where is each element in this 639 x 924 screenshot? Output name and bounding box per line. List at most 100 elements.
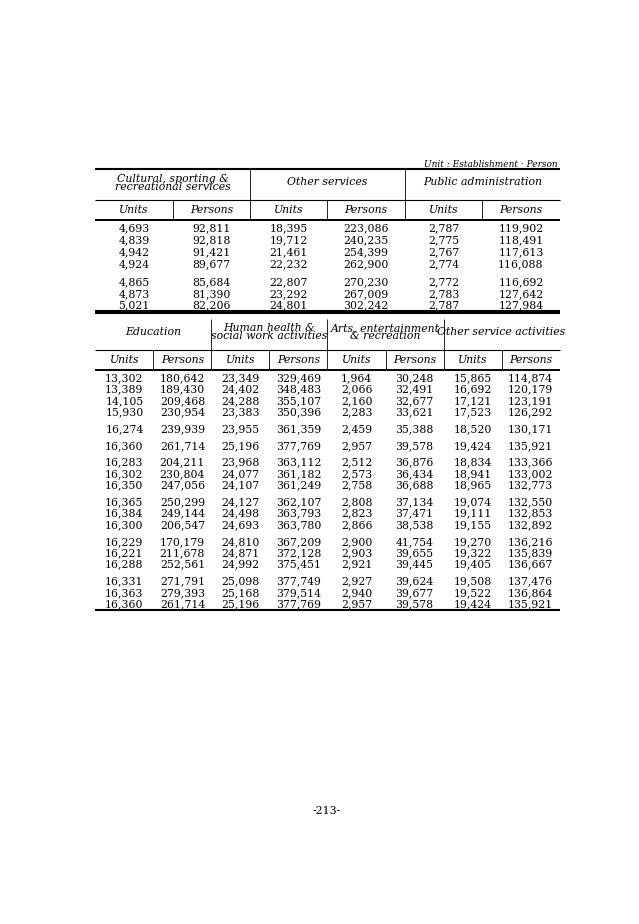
Text: Units: Units xyxy=(429,205,458,215)
Text: 85,684: 85,684 xyxy=(192,277,231,286)
Text: Persons: Persons xyxy=(393,355,436,365)
Text: 89,677: 89,677 xyxy=(192,260,231,270)
Text: 119,902: 119,902 xyxy=(498,224,544,234)
Text: 230,954: 230,954 xyxy=(160,407,205,418)
Text: 19,405: 19,405 xyxy=(454,560,491,569)
Text: 114,874: 114,874 xyxy=(508,373,553,383)
Text: 19,522: 19,522 xyxy=(454,588,491,598)
Text: 329,469: 329,469 xyxy=(276,373,321,383)
Text: 302,242: 302,242 xyxy=(344,300,389,310)
Text: 39,578: 39,578 xyxy=(396,441,434,451)
Text: 23,383: 23,383 xyxy=(221,407,259,418)
Text: 361,249: 361,249 xyxy=(276,480,321,491)
Text: 24,992: 24,992 xyxy=(221,560,259,569)
Text: Persons: Persons xyxy=(509,355,552,365)
Text: 136,864: 136,864 xyxy=(508,588,553,598)
Text: 379,514: 379,514 xyxy=(276,588,321,598)
Text: 16,363: 16,363 xyxy=(105,588,144,598)
Text: Unit : Establishment · Person: Unit : Establishment · Person xyxy=(424,160,558,169)
Text: 16,229: 16,229 xyxy=(105,537,144,547)
Text: 36,688: 36,688 xyxy=(396,480,434,491)
Text: 270,230: 270,230 xyxy=(344,277,389,286)
Text: 16,360: 16,360 xyxy=(105,599,144,609)
Text: 24,498: 24,498 xyxy=(221,508,259,518)
Text: Units: Units xyxy=(274,205,304,215)
Text: 189,430: 189,430 xyxy=(160,384,205,395)
Text: 22,807: 22,807 xyxy=(270,277,308,286)
Text: 16,692: 16,692 xyxy=(453,384,492,395)
Text: 15,865: 15,865 xyxy=(454,373,491,383)
Text: 16,365: 16,365 xyxy=(105,497,144,507)
Text: 361,359: 361,359 xyxy=(276,424,321,434)
Text: 209,468: 209,468 xyxy=(160,395,205,406)
Text: 362,107: 362,107 xyxy=(276,497,321,507)
Text: 2,787: 2,787 xyxy=(428,300,459,310)
Text: 206,547: 206,547 xyxy=(160,520,205,530)
Text: 24,871: 24,871 xyxy=(221,548,259,558)
Text: 361,182: 361,182 xyxy=(275,469,321,479)
Text: 2,783: 2,783 xyxy=(428,289,459,298)
Text: 25,098: 25,098 xyxy=(221,577,259,587)
Text: 132,892: 132,892 xyxy=(508,520,553,530)
Text: 2,940: 2,940 xyxy=(341,588,372,598)
Text: -213-: -213- xyxy=(313,806,341,816)
Text: 136,667: 136,667 xyxy=(508,560,553,569)
Text: 21,461: 21,461 xyxy=(270,248,308,258)
Text: 24,107: 24,107 xyxy=(221,480,259,491)
Text: Education: Education xyxy=(125,327,181,337)
Text: 132,853: 132,853 xyxy=(508,508,553,518)
Text: 19,322: 19,322 xyxy=(453,548,492,558)
Text: 250,299: 250,299 xyxy=(160,497,205,507)
Text: 377,749: 377,749 xyxy=(276,577,321,587)
Text: 261,714: 261,714 xyxy=(160,599,205,609)
Text: recreational services: recreational services xyxy=(115,182,231,192)
Text: 91,421: 91,421 xyxy=(192,248,231,258)
Text: 1,964: 1,964 xyxy=(341,373,372,383)
Text: 2,775: 2,775 xyxy=(428,236,459,246)
Text: 239,939: 239,939 xyxy=(160,424,205,434)
Text: Units: Units xyxy=(119,205,149,215)
Text: Persons: Persons xyxy=(344,205,388,215)
Text: 16,360: 16,360 xyxy=(105,441,144,451)
Text: 37,134: 37,134 xyxy=(396,497,434,507)
Text: 16,288: 16,288 xyxy=(105,560,144,569)
Text: 367,209: 367,209 xyxy=(276,537,321,547)
Text: 4,873: 4,873 xyxy=(118,289,150,298)
Text: 36,434: 36,434 xyxy=(396,469,434,479)
Text: 15,930: 15,930 xyxy=(105,407,144,418)
Text: 92,818: 92,818 xyxy=(192,236,231,246)
Text: 132,773: 132,773 xyxy=(508,480,553,491)
Text: 35,388: 35,388 xyxy=(396,424,434,434)
Text: 36,876: 36,876 xyxy=(396,457,434,468)
Text: 19,111: 19,111 xyxy=(453,508,492,518)
Text: 25,196: 25,196 xyxy=(221,441,259,451)
Text: 18,965: 18,965 xyxy=(454,480,491,491)
Text: social work activities: social work activities xyxy=(212,332,328,342)
Text: 137,476: 137,476 xyxy=(508,577,553,587)
Text: 355,107: 355,107 xyxy=(276,395,321,406)
Text: 2,573: 2,573 xyxy=(341,469,372,479)
Text: Other service activities: Other service activities xyxy=(438,327,566,337)
Text: 37,471: 37,471 xyxy=(396,508,434,518)
Text: 18,395: 18,395 xyxy=(270,224,308,234)
Text: 2,772: 2,772 xyxy=(428,277,459,286)
Text: 24,810: 24,810 xyxy=(221,537,259,547)
Text: 24,127: 24,127 xyxy=(221,497,259,507)
Text: 350,396: 350,396 xyxy=(276,407,321,418)
Text: 2,900: 2,900 xyxy=(341,537,372,547)
Text: 2,758: 2,758 xyxy=(341,480,372,491)
Text: 279,393: 279,393 xyxy=(160,588,205,598)
Text: 24,693: 24,693 xyxy=(221,520,259,530)
Text: 13,302: 13,302 xyxy=(105,373,144,383)
Text: 16,331: 16,331 xyxy=(105,577,144,587)
Text: 16,283: 16,283 xyxy=(105,457,144,468)
Text: 262,900: 262,900 xyxy=(344,260,389,270)
Text: Units: Units xyxy=(342,355,371,365)
Text: 2,512: 2,512 xyxy=(341,457,372,468)
Text: 25,196: 25,196 xyxy=(221,599,259,609)
Text: 19,712: 19,712 xyxy=(270,236,308,246)
Text: 133,366: 133,366 xyxy=(508,457,553,468)
Text: 19,270: 19,270 xyxy=(454,537,491,547)
Text: 5,021: 5,021 xyxy=(118,300,150,310)
Text: 118,491: 118,491 xyxy=(498,236,544,246)
